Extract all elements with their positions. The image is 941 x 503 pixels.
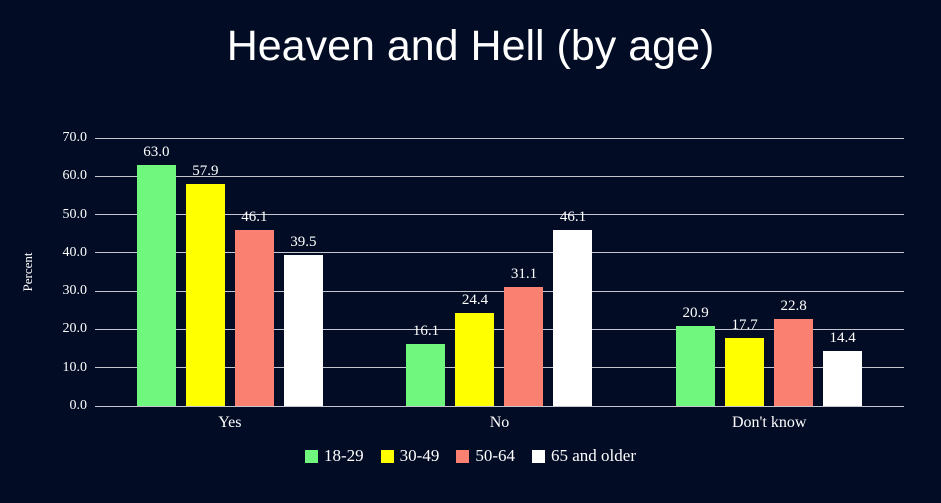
x-category-label: Yes [218,414,242,431]
bar-value-label: 57.9 [192,163,219,180]
bar-65-and-older: 14.4 [823,330,863,406]
x-category-label: Don't know [731,414,807,431]
bar-65-and-older: 46.1 [553,209,593,406]
y-tick-label: 60.0 [62,168,88,184]
bar-value-label: 20.9 [682,304,709,321]
y-tick-label: 10.0 [62,359,88,375]
legend-label: 30-49 [399,446,440,465]
legend: 18-29 30-49 50-64 65 and older [0,446,941,466]
bar-50-64: 22.8 [774,298,814,406]
bar-50-64: 31.1 [504,266,544,406]
gridline-60 [95,175,904,177]
legend-item-18-29: 18-29 [305,446,364,466]
bar-value-label: 31.1 [510,265,538,282]
bar-value-label: 46.1 [241,208,268,225]
bar-50-64: 46.1 [234,209,274,406]
gridline-50 [95,214,904,216]
chart-title: Heaven and Hell (by age) [226,22,715,70]
y-tick-label: 20.0 [62,321,88,337]
bar-group-1: 16.1 24.4 31.1 46.1 [365,138,635,406]
bar-group-0: 63.0 57.9 46.1 39.5 [95,138,365,406]
legend-label: 18-29 [324,446,364,465]
bar-value-label: 17.7 [731,317,758,334]
legend-label: 65 and older [551,446,636,465]
gridline-30 [95,290,904,292]
gridline-20 [95,328,904,330]
y-tick-label: 40.0 [62,244,88,260]
bar-value-label: 16.1 [412,323,440,340]
bar-value-label: 46.1 [559,208,587,225]
bar-group-2: 20.9 17.7 22.8 14.4 [634,138,904,406]
bar-65-and-older: 39.5 [283,234,323,406]
legend-item-65-and-older: 65 and older [532,446,636,466]
y-tick-label: 70.0 [62,130,88,145]
legend-swatch-icon [456,449,470,463]
bar-30-49: 57.9 [185,163,225,406]
gridline-40 [95,252,904,254]
legend-item-50-64: 50-64 [456,446,515,466]
bar-18-29: 63.0 [136,144,176,406]
bar-18-29: 20.9 [676,305,716,406]
bar-30-49: 17.7 [725,317,765,406]
bar-value-label: 39.5 [290,233,317,250]
legend-label: 50-64 [475,446,516,465]
bar-18-29: 16.1 [406,323,446,406]
bar-30-49: 24.4 [455,292,495,406]
gridline-0 [95,405,904,407]
bar-value-label: 24.4 [461,291,489,308]
y-tick-label: 0.0 [69,398,88,413]
bar-value-label: 14.4 [829,329,856,346]
legend-swatch-icon [380,449,394,463]
y-tick-label: 30.0 [62,283,88,299]
plot-area: 63.0 57.9 46.1 39.5 16.1 24.4 31.1 46.1 20.9 17.7… [95,137,904,407]
legend-item-30-49: 30-49 [380,446,440,466]
legend-swatch-icon [305,449,318,463]
bar-value-label: 22.8 [780,297,807,314]
legend-swatch-icon [532,449,546,463]
x-category-label: No [489,414,510,431]
y-tick-label: 50.0 [62,206,88,222]
bar-value-label: 63.0 [143,143,170,160]
gridline-10 [95,367,904,369]
gridline-70 [95,137,904,139]
